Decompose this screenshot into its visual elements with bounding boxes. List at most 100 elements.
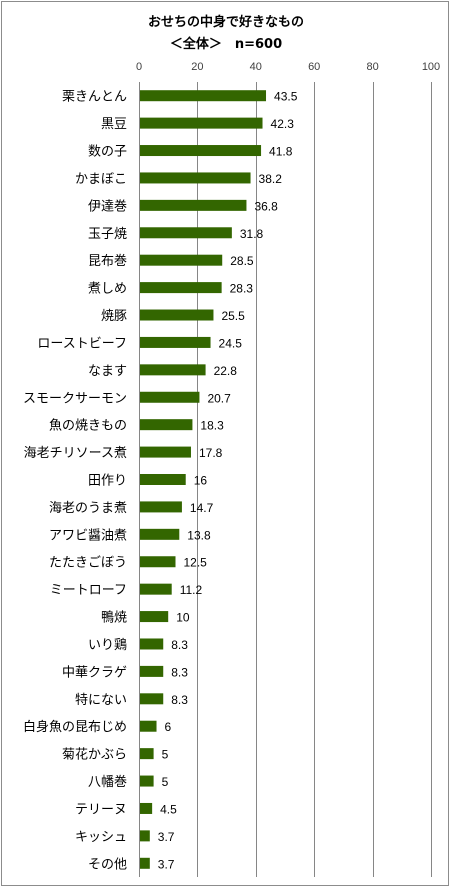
- value-label: 28.5: [230, 254, 254, 268]
- x-tick-label: 40: [250, 61, 262, 73]
- bar: [140, 830, 150, 842]
- value-label: 14.7: [190, 501, 214, 515]
- value-label: 41.8: [269, 145, 293, 159]
- category-label: 黒豆: [101, 117, 127, 132]
- category-label: 焼豚: [101, 309, 127, 324]
- value-label: 16: [194, 474, 208, 488]
- bar: [140, 227, 232, 239]
- category-label: 海老のうま煮: [49, 501, 127, 516]
- bar: [140, 693, 164, 705]
- grid-lines: [197, 82, 432, 877]
- category-label: ローストビーフ: [37, 336, 127, 351]
- bar: [140, 474, 186, 485]
- bar: [140, 802, 153, 814]
- category-label: 田作り: [88, 474, 127, 489]
- value-label: 3.7: [158, 830, 175, 844]
- value-label: 18.3: [200, 419, 224, 433]
- bar: [140, 254, 223, 266]
- category-label: 菊花かぶら: [62, 747, 127, 763]
- bar: [140, 145, 262, 157]
- bar: [140, 556, 176, 568]
- value-label: 36.8: [254, 199, 278, 213]
- bar: [140, 282, 222, 294]
- bar: [140, 638, 164, 650]
- category-label: 煮しめ: [88, 282, 127, 297]
- value-label: 4.5: [160, 802, 177, 816]
- bar: [140, 583, 172, 595]
- category-label: 魚の焼きもの: [49, 419, 127, 434]
- bar: [140, 90, 267, 102]
- bar: [140, 364, 206, 376]
- value-label: 3.7: [158, 857, 175, 871]
- value-label: 42.3: [271, 117, 295, 131]
- value-label: 6: [165, 720, 172, 734]
- bar: [140, 501, 182, 513]
- bar: [140, 611, 169, 623]
- x-tick-label: 100: [422, 61, 440, 73]
- value-label: 5: [162, 748, 169, 762]
- category-label: テリーヌ: [75, 802, 127, 817]
- value-label: 24.5: [219, 336, 243, 350]
- x-tick-label: 20: [191, 61, 203, 73]
- category-label: 数の子: [88, 145, 127, 160]
- category-label: いり鶏: [88, 638, 127, 653]
- bar: [140, 528, 180, 540]
- bar: [140, 446, 191, 458]
- bar: [140, 391, 200, 403]
- value-label: 12.5: [184, 556, 208, 570]
- value-label: 13.8: [187, 528, 211, 542]
- category-label: 白身魚の昆布じめ: [23, 719, 127, 735]
- category-label: 鴨焼: [101, 611, 127, 626]
- bar: [140, 117, 263, 129]
- bars: [140, 90, 267, 869]
- value-label: 8.3: [171, 665, 188, 679]
- x-tick-label: 0: [136, 61, 142, 73]
- bar: [140, 775, 154, 787]
- category-label: たたきごぼう: [49, 555, 127, 571]
- value-label: 5: [162, 775, 169, 789]
- value-label: 17.8: [199, 446, 223, 460]
- bar: [140, 720, 157, 732]
- category-labels: 栗きんとん黒豆数の子かまぼこ伊達巻玉子焼昆布巻煮しめ焼豚ローストビーフなますスモ…: [23, 90, 127, 873]
- category-label: キッシュ: [75, 830, 127, 845]
- category-label: 中華クラゲ: [62, 665, 127, 680]
- category-label: 特にない: [75, 693, 127, 708]
- category-label: スモークサーモン: [23, 391, 127, 406]
- category-label: 栗きんとん: [62, 90, 127, 105]
- category-label: 玉子焼: [88, 227, 127, 242]
- value-label: 31.8: [240, 227, 264, 241]
- bar: [140, 309, 214, 321]
- value-label: 8.3: [171, 638, 188, 652]
- chart-subtitle: ＜全体＞ n=600: [170, 36, 282, 52]
- bar: [140, 199, 247, 211]
- value-label: 43.5: [274, 90, 298, 104]
- value-label: 20.7: [207, 391, 231, 405]
- bar: [140, 336, 211, 348]
- x-tick-label: 60: [308, 61, 320, 73]
- bar: [140, 419, 193, 431]
- category-label: アワビ醤油煮: [49, 528, 127, 543]
- category-label: 伊達巻: [88, 199, 127, 214]
- x-tick-label: 80: [366, 61, 378, 73]
- bar: [140, 665, 164, 677]
- chart-title: おせちの中身で好きなもの: [148, 14, 304, 30]
- category-label: なます: [88, 364, 127, 379]
- bar: [140, 857, 150, 869]
- bar: [140, 172, 251, 184]
- bar: [140, 748, 154, 760]
- category-label: ミートローフ: [50, 583, 127, 598]
- category-label: 昆布巻: [88, 254, 127, 269]
- value-label: 8.3: [171, 693, 188, 707]
- category-label: 海老チリソース煮: [24, 446, 127, 461]
- x-axis-ticks: 0 20 40 60 80 100: [136, 61, 440, 73]
- category-label: その他: [88, 857, 127, 872]
- value-label: 28.3: [230, 282, 254, 296]
- value-label: 38.2: [259, 172, 283, 186]
- value-label: 25.5: [221, 309, 245, 323]
- value-label: 11.2: [180, 583, 203, 597]
- category-label: かまぼこ: [75, 172, 127, 187]
- category-label: 八幡巻: [88, 775, 127, 790]
- value-labels: 43.5 42.3 41.8 38.2 36.8 31.8 28.5 28.3 25.5 24.5…: [158, 90, 298, 872]
